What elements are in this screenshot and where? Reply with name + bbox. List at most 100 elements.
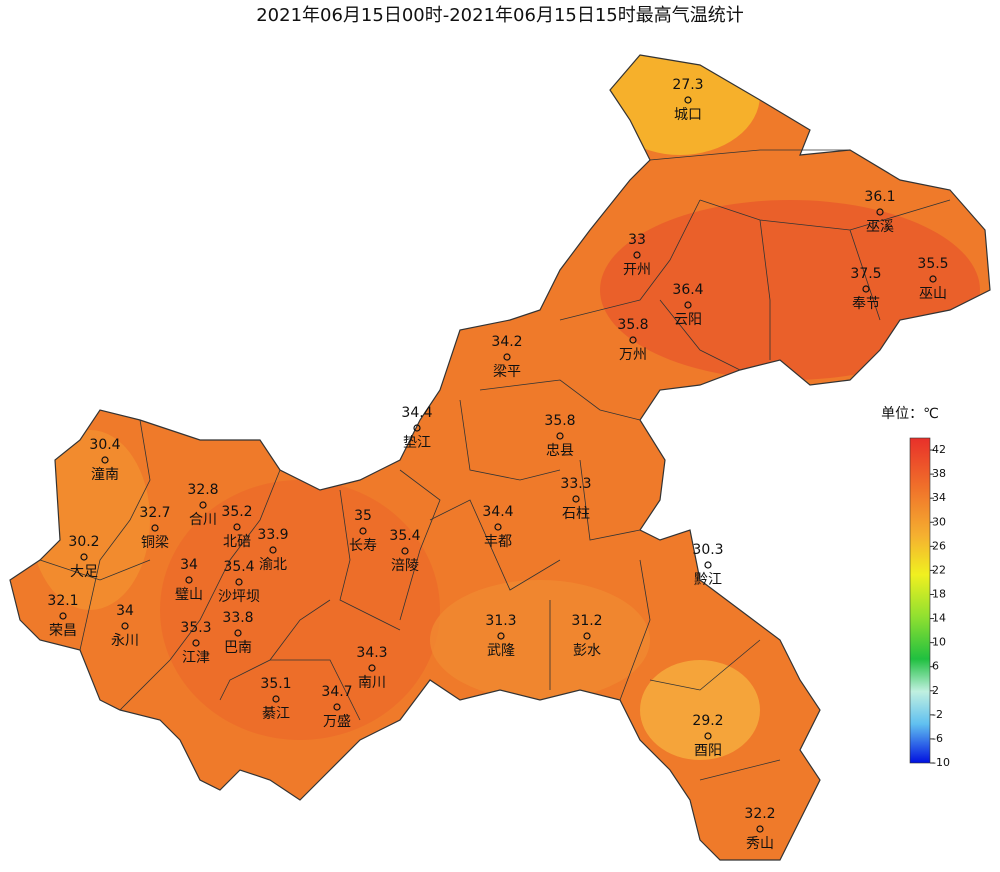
station-marker bbox=[235, 578, 243, 586]
legend-tick-label: 34 bbox=[932, 491, 946, 504]
station-name: 綦江 bbox=[262, 706, 290, 722]
station-name: 沙坪坝 bbox=[218, 589, 260, 605]
legend-tick-label: 10 bbox=[932, 636, 946, 649]
station-marker bbox=[59, 612, 67, 620]
station-value: 35.4 bbox=[389, 528, 420, 544]
station-marker bbox=[368, 664, 376, 672]
station-value: 37.5 bbox=[850, 266, 881, 282]
station-marker bbox=[413, 424, 421, 432]
station-name: 璧山 bbox=[175, 586, 203, 603]
station-name: 开州 bbox=[623, 262, 651, 278]
station-marker bbox=[401, 547, 409, 555]
station-marker bbox=[333, 703, 341, 711]
station-value: 33 bbox=[628, 232, 646, 248]
station-value: 34 bbox=[180, 557, 198, 573]
station-name: 南川 bbox=[358, 675, 386, 691]
station-value: 32.2 bbox=[744, 806, 775, 822]
station-name: 石柱 bbox=[562, 506, 590, 522]
station-value: 35.2 bbox=[221, 504, 252, 520]
station-marker bbox=[497, 632, 505, 640]
station-name: 武隆 bbox=[487, 643, 515, 659]
legend-tick-label: 2 bbox=[932, 684, 939, 697]
station-marker bbox=[101, 456, 109, 464]
station-name: 城口 bbox=[674, 107, 702, 123]
legend-tick-label: -2 bbox=[932, 708, 943, 721]
station-value: 35 bbox=[354, 508, 372, 524]
station-marker bbox=[704, 561, 712, 569]
legend-tick-label: 38 bbox=[932, 467, 946, 480]
station-value: 35.5 bbox=[917, 256, 948, 272]
station-name: 巫溪 bbox=[866, 219, 894, 235]
station-marker bbox=[572, 495, 580, 503]
station-name: 荣昌 bbox=[49, 623, 77, 639]
station-value: 30.2 bbox=[68, 534, 99, 550]
station-name: 巴南 bbox=[224, 640, 252, 656]
station-marker bbox=[862, 285, 870, 293]
station-marker bbox=[629, 336, 637, 344]
station-name: 秀山 bbox=[746, 836, 774, 852]
boundary bbox=[9, 54, 991, 861]
station-name: 万盛 bbox=[323, 714, 351, 730]
station-name: 黔江 bbox=[694, 572, 722, 588]
station-marker bbox=[633, 251, 641, 259]
legend-tick-label: 14 bbox=[932, 612, 946, 625]
station-value: 32.7 bbox=[139, 505, 170, 521]
legend-tick-label: 42 bbox=[932, 443, 946, 456]
station-marker bbox=[503, 353, 511, 361]
station-name: 垫江 bbox=[403, 435, 431, 451]
station-marker bbox=[876, 208, 884, 216]
legend-tick-label: -6 bbox=[932, 732, 943, 745]
legend-tick-label: 30 bbox=[932, 515, 946, 528]
district-borders bbox=[39, 149, 951, 781]
station-name: 北碚 bbox=[223, 534, 251, 550]
station-value: 30.4 bbox=[89, 437, 120, 453]
station-value: 36.1 bbox=[864, 189, 895, 205]
station-name: 大足 bbox=[70, 564, 98, 580]
station-value: 32.8 bbox=[187, 482, 218, 498]
station-marker bbox=[359, 527, 367, 535]
station-marker bbox=[185, 576, 193, 584]
overlay: 27.3 城口 36.1 巫溪 33 开州 35.5 巫山 36.4 云阳 37.5 奉节 35.8 万州… bbox=[47, 77, 950, 852]
station-value: 31.3 bbox=[485, 613, 516, 629]
station-name: 铜梁 bbox=[141, 535, 169, 551]
station-value: 33.3 bbox=[560, 476, 591, 492]
station-value: 35.1 bbox=[260, 676, 291, 692]
station-name: 奉节 bbox=[852, 296, 880, 312]
station-name: 巫山 bbox=[919, 286, 947, 302]
station-name: 涪陵 bbox=[391, 558, 419, 574]
station-marker bbox=[272, 695, 280, 703]
station-value: 34.3 bbox=[356, 645, 387, 661]
station-marker bbox=[684, 96, 692, 104]
colorbar bbox=[909, 437, 931, 764]
station-marker bbox=[121, 622, 129, 630]
station-marker bbox=[80, 553, 88, 561]
station-marker bbox=[583, 632, 591, 640]
station-marker bbox=[494, 523, 502, 531]
station-name: 万州 bbox=[619, 347, 647, 363]
station-name: 丰都 bbox=[484, 534, 512, 550]
legend-tick-label: 6 bbox=[932, 660, 939, 673]
station-marker bbox=[929, 275, 937, 283]
station-name: 潼南 bbox=[91, 466, 119, 483]
station-value: 33.8 bbox=[222, 610, 253, 626]
station-name: 酉阳 bbox=[694, 743, 722, 759]
station-name: 梁平 bbox=[493, 364, 521, 380]
station-value: 34.4 bbox=[401, 405, 432, 421]
station-marker bbox=[756, 825, 764, 833]
station-marker bbox=[704, 732, 712, 740]
station-value: 34.7 bbox=[321, 684, 352, 700]
station-value: 34.2 bbox=[491, 334, 522, 350]
station-value: 32.1 bbox=[47, 593, 78, 609]
legend-tick-label: -10 bbox=[932, 756, 950, 769]
station-marker bbox=[199, 501, 207, 509]
station-marker bbox=[151, 524, 159, 532]
station-value: 34.4 bbox=[482, 504, 513, 520]
legend-title: 单位：℃ bbox=[881, 406, 939, 422]
station-value: 35.4 bbox=[223, 559, 254, 575]
map-title: 2021年06月15日00时-2021年06月15日15时最高气温统计 bbox=[256, 5, 744, 26]
station-value: 29.2 bbox=[692, 713, 723, 729]
station-value: 27.3 bbox=[672, 77, 703, 93]
station-marker bbox=[234, 629, 242, 637]
station-marker bbox=[192, 639, 200, 647]
